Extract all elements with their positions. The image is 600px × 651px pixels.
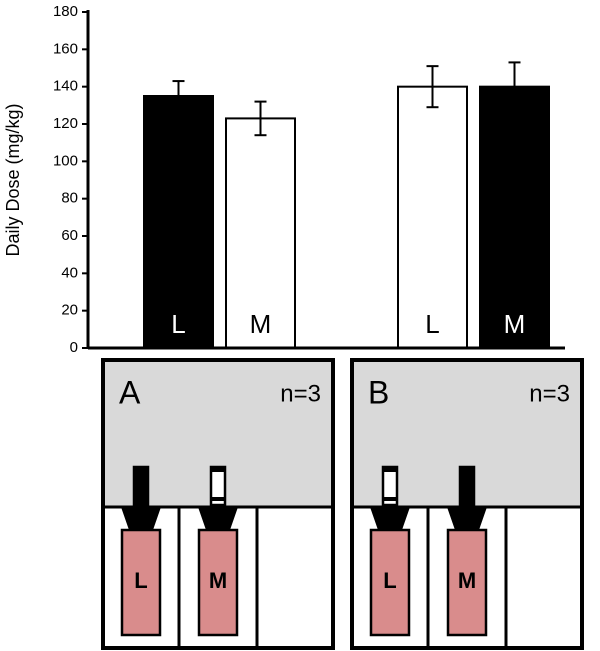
bottle-label: L	[383, 568, 396, 593]
bottle-label: M	[458, 568, 476, 593]
tube	[120, 528, 162, 637]
tube	[446, 528, 488, 637]
y-tick-label: 80	[61, 190, 78, 207]
panel-frame	[350, 358, 584, 650]
nozzle-cap	[134, 467, 148, 472]
y-tick-label: 160	[53, 40, 78, 57]
bar	[479, 85, 550, 350]
y-tick-label: 60	[61, 227, 78, 244]
nozzle-cap	[383, 467, 397, 472]
bottle-label: M	[209, 568, 227, 593]
bottle-label: L	[134, 568, 147, 593]
y-tick-label: 180	[53, 3, 78, 20]
y-tick-label: 140	[53, 78, 78, 95]
panel-label: B	[368, 374, 389, 410]
tube	[369, 528, 411, 637]
y-tick-label: 20	[61, 302, 78, 319]
y-tick-label: 40	[61, 264, 78, 281]
nozzle-band	[383, 497, 397, 501]
funnel	[198, 507, 238, 530]
funnel	[447, 507, 487, 530]
panel-frame	[101, 358, 335, 650]
panel-n: n=3	[280, 380, 321, 407]
panel-n: n=3	[529, 380, 570, 407]
nozzle-cap	[460, 467, 474, 472]
y-tick-label: 100	[53, 152, 78, 169]
panel-label: A	[119, 374, 141, 410]
funnel	[121, 507, 161, 530]
y-axis-label: Daily Dose (mg/kg)	[3, 103, 23, 256]
bar-label: L	[425, 309, 439, 339]
nozzle-band	[134, 497, 148, 501]
y-tick-label: 0	[70, 339, 78, 356]
bar-label: M	[504, 309, 526, 339]
y-tick-label: 120	[53, 115, 78, 132]
tube	[197, 528, 239, 637]
nozzle-band	[460, 497, 474, 501]
bar-label: M	[250, 309, 272, 339]
bar-label: L	[171, 309, 185, 339]
nozzle-band	[211, 497, 225, 501]
nozzle-cap	[211, 467, 225, 472]
funnel	[370, 507, 410, 530]
